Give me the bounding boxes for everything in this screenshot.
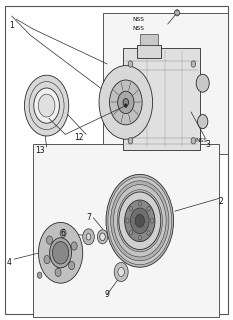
Circle shape xyxy=(175,10,179,16)
Circle shape xyxy=(125,200,155,242)
Text: NSS: NSS xyxy=(133,26,145,31)
Circle shape xyxy=(97,230,108,244)
Circle shape xyxy=(69,261,75,270)
Circle shape xyxy=(147,207,150,211)
Text: 7: 7 xyxy=(86,213,91,222)
Circle shape xyxy=(120,194,160,248)
Circle shape xyxy=(118,268,124,276)
Text: 3: 3 xyxy=(205,140,210,148)
Circle shape xyxy=(119,192,161,250)
Circle shape xyxy=(147,230,150,235)
Circle shape xyxy=(110,80,142,125)
Text: 9: 9 xyxy=(105,290,110,299)
Circle shape xyxy=(123,99,129,106)
Text: NSS: NSS xyxy=(133,17,145,22)
Text: NSS: NSS xyxy=(196,138,208,143)
Ellipse shape xyxy=(174,11,180,15)
Circle shape xyxy=(126,219,129,223)
Circle shape xyxy=(118,91,134,114)
Circle shape xyxy=(128,138,133,144)
Circle shape xyxy=(130,230,133,235)
Circle shape xyxy=(37,272,42,278)
Text: 4: 4 xyxy=(7,258,12,267)
Circle shape xyxy=(113,185,166,257)
Circle shape xyxy=(108,177,172,265)
Bar xyxy=(140,34,158,45)
Circle shape xyxy=(38,222,83,283)
Circle shape xyxy=(117,190,162,252)
Circle shape xyxy=(38,94,55,117)
Circle shape xyxy=(47,236,53,244)
Bar xyxy=(33,144,219,317)
Circle shape xyxy=(24,75,69,136)
Circle shape xyxy=(99,66,153,139)
Bar xyxy=(103,13,228,154)
Circle shape xyxy=(60,229,66,237)
Circle shape xyxy=(135,214,144,227)
Circle shape xyxy=(44,255,50,264)
Circle shape xyxy=(106,174,174,267)
Text: 2: 2 xyxy=(219,197,224,206)
Circle shape xyxy=(151,219,154,223)
Circle shape xyxy=(198,115,208,129)
Circle shape xyxy=(196,74,209,92)
Circle shape xyxy=(191,61,196,67)
Circle shape xyxy=(128,61,133,67)
Circle shape xyxy=(124,104,127,108)
Circle shape xyxy=(50,238,72,268)
Circle shape xyxy=(34,88,59,123)
FancyBboxPatch shape xyxy=(123,48,200,150)
Circle shape xyxy=(111,181,169,261)
Circle shape xyxy=(138,202,141,206)
Bar xyxy=(137,45,161,58)
Circle shape xyxy=(138,236,141,240)
Text: 1: 1 xyxy=(9,21,14,30)
Circle shape xyxy=(52,242,69,264)
Circle shape xyxy=(114,262,128,282)
Circle shape xyxy=(100,233,105,241)
Circle shape xyxy=(71,242,77,250)
Text: 12: 12 xyxy=(75,133,84,142)
Circle shape xyxy=(191,138,196,144)
Circle shape xyxy=(55,268,61,276)
Circle shape xyxy=(130,208,149,234)
Text: 13: 13 xyxy=(35,146,45,155)
Circle shape xyxy=(86,234,91,240)
Circle shape xyxy=(130,207,133,211)
Circle shape xyxy=(83,229,94,245)
Text: 6: 6 xyxy=(61,229,65,238)
